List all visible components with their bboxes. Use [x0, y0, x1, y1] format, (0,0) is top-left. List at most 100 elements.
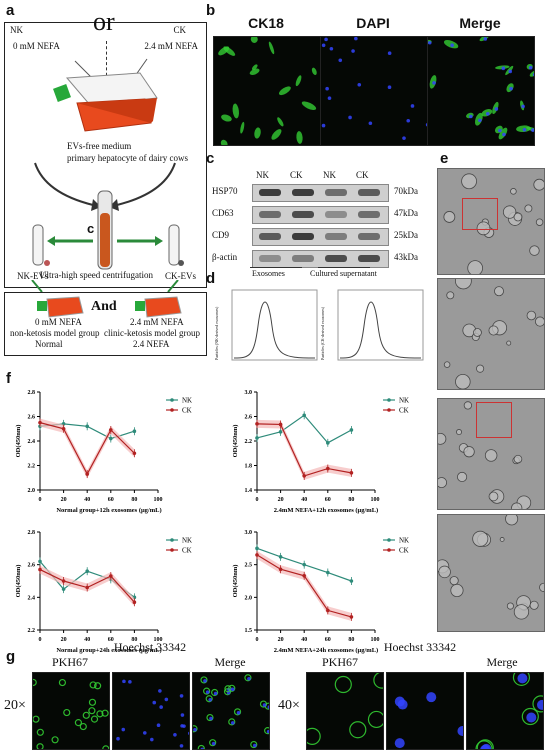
data-point: [109, 428, 113, 432]
left-model-line3: Normal: [35, 339, 63, 349]
tube-c-label: c: [87, 221, 95, 236]
blot-band: [292, 189, 314, 196]
ck-label: CK: [173, 25, 186, 35]
data-point: [61, 587, 66, 591]
y-axis-label: OD(450nm): [15, 425, 22, 458]
flask-nefa-icon: [135, 296, 182, 318]
g2-title-merge: Merge: [486, 655, 518, 669]
y-tick-label: 2.6: [28, 415, 36, 421]
divider-dashed: [106, 41, 107, 81]
y-tick-label: 1.5: [245, 628, 253, 634]
x-tick-label: 100: [154, 497, 163, 503]
col-nk-1: NK: [256, 170, 269, 180]
col-ck-1: CK: [290, 170, 303, 180]
left-model-line2: non-ketosis model group: [10, 328, 100, 338]
series-line: [39, 422, 135, 476]
y-tick-label: 2.5: [245, 563, 253, 569]
tem-image-1: [437, 168, 546, 276]
panel-f-label: f: [6, 370, 11, 387]
data-point: [326, 466, 330, 471]
data-point: [278, 422, 283, 427]
blot-band: [358, 189, 380, 196]
data-point: [302, 413, 306, 418]
blot-row: [252, 250, 389, 268]
panel-g-label: g: [6, 648, 16, 665]
and-label: And: [91, 299, 117, 314]
blot-band: [325, 211, 347, 218]
y-tick-label: 2.6: [28, 563, 36, 569]
data-point: [85, 585, 89, 590]
ck-evs-label: CK-EVs: [165, 271, 196, 281]
nta-ylabel-left: Particles (NK-derived exosomes): [214, 306, 219, 360]
data-point: [326, 441, 330, 445]
data-point: [302, 573, 306, 578]
g1-title-pkh67: PKH67: [51, 655, 88, 669]
nk-label: NK: [10, 25, 23, 35]
panel-d-label: d: [206, 270, 216, 287]
blot-band: [325, 189, 347, 196]
legend-label: NK: [399, 537, 409, 545]
legend-marker: [387, 398, 391, 402]
y-axis-label: OD(450nm): [232, 565, 239, 598]
data-point: [85, 472, 89, 476]
blot-row: [252, 206, 389, 224]
y-tick-label: 1.4: [245, 488, 253, 494]
x-tick-label: 100: [371, 497, 380, 503]
x-tick-label: 60: [325, 637, 331, 643]
left-model-line1: 0 mM NEFA: [35, 317, 82, 327]
g1-title-hoechst: Hoechst 33342: [113, 640, 187, 654]
legend-label: NK: [182, 537, 192, 545]
legend-marker: [170, 538, 174, 542]
g1-hoechst-image: [112, 672, 192, 750]
zoom-box-2: [476, 402, 512, 438]
series-line: [256, 414, 352, 444]
x-tick-label: 20: [278, 637, 284, 643]
y-tick-label: 2.0: [28, 488, 36, 494]
data-point: [326, 570, 330, 575]
data-point: [109, 574, 113, 578]
legend-label: CK: [182, 547, 192, 555]
blot-row-size: 70kDa: [394, 186, 418, 196]
blot-band: [259, 255, 281, 262]
right-model-line3: 2.4 NEFA: [133, 339, 170, 349]
x-axis-label: 2.4mM NEFA+12h exosomes (μg/mL): [274, 507, 378, 514]
data-point: [349, 615, 354, 619]
merge-title: Merge: [459, 15, 501, 31]
nta-ylabel-right: Particles (CK-derived exosomes): [320, 306, 325, 360]
data-point: [38, 559, 42, 564]
data-point: [349, 428, 354, 432]
data-point: [255, 422, 259, 426]
chart-nefa-24h: 0 20 40 60 80 100 1.5 2.0 2.5 3.0 2.4mM NEFA+24h e…: [232, 530, 409, 654]
panel-b-label: b: [206, 2, 216, 19]
panel-c-label: c: [206, 150, 215, 167]
x-tick-label: 100: [371, 637, 380, 643]
col-ck-2: CK: [356, 170, 369, 180]
blot-band: [259, 189, 281, 196]
y-axis-label: OD(450nm): [232, 425, 239, 458]
chart-nefa-12h: 0 20 40 60 80 100 1.4 1.8 2.2 2.6 3.0 2.4mM NEFA+12…: [232, 390, 409, 514]
data-point: [85, 569, 89, 573]
data-point: [278, 567, 283, 572]
g2-hoechst-image: [386, 672, 468, 750]
blot-row: [252, 228, 389, 246]
x-tick-label: 60: [325, 497, 331, 503]
blot-row: [252, 184, 389, 202]
y-tick-label: 2.2: [28, 464, 36, 470]
right-model-line2: clinic-ketosis model group: [104, 328, 200, 338]
g1-title-merge: Merge: [214, 655, 246, 669]
data-point: [132, 429, 137, 433]
panel-a-label: a: [6, 2, 15, 19]
x-tick-label: 40: [84, 637, 90, 643]
y-tick-label: 2.2: [245, 439, 253, 445]
chart-normal-24h: 0 20 40 60 80 100 2.2 2.4 2.6 2.8 Normal group+24h…: [15, 530, 192, 654]
blot-row-name: CD63: [212, 208, 234, 218]
zoom-box-1: [462, 198, 498, 230]
blot-band: [292, 255, 314, 262]
tem-image-2-zoom: [435, 512, 549, 632]
y-tick-label: 2.8: [28, 530, 36, 536]
nk-evs-label: NK-EVs: [17, 271, 49, 281]
x-tick-label: 0: [39, 497, 42, 503]
x-tick-label: 40: [84, 497, 90, 503]
data-point: [38, 567, 42, 572]
x-tick-label: 20: [61, 497, 67, 503]
